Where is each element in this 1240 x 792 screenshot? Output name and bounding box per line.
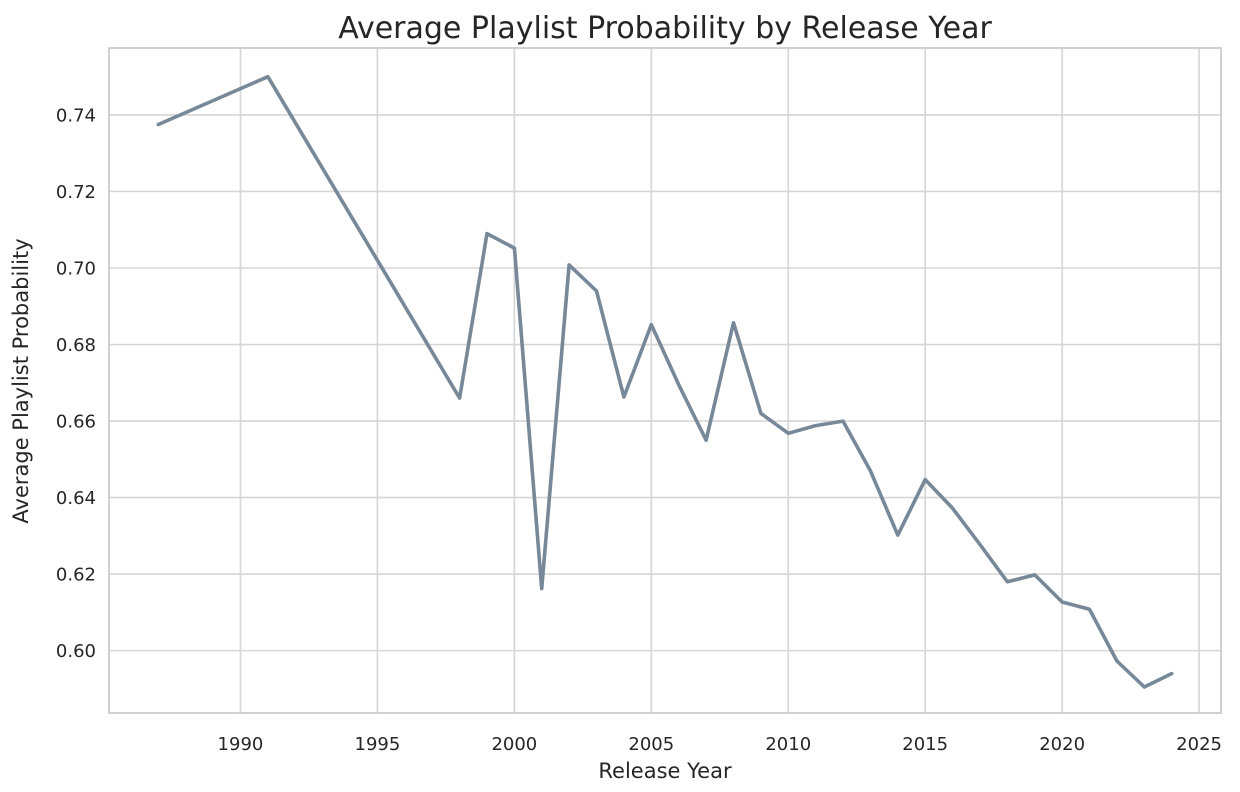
y-tick-labels: 0.60 0.62 0.64 0.66 0.68 0.70 0.72 0.74	[56, 105, 96, 662]
x-tick-label: 2015	[902, 734, 948, 755]
x-axis-label: Release Year	[598, 759, 732, 783]
x-tick-label: 2000	[491, 734, 537, 755]
y-tick-label: 0.66	[56, 412, 96, 433]
x-tick-label: 1990	[218, 734, 264, 755]
plot-frame	[108, 47, 1222, 714]
chart-title: Average Playlist Probability by Release …	[338, 11, 992, 46]
y-tick-label: 0.62	[56, 565, 96, 586]
y-tick-label: 0.72	[56, 182, 96, 203]
x-tick-label: 1995	[355, 734, 401, 755]
x-tick-label: 2020	[1039, 734, 1085, 755]
y-tick-label: 0.60	[56, 641, 96, 662]
grid	[109, 48, 1221, 713]
x-tick-label: 2005	[628, 734, 674, 755]
x-tick-labels: 1990 1995 2000 2005 2010 2015 2020 2025	[218, 734, 1222, 755]
series-layer	[156, 74, 1174, 689]
y-tick-label: 0.74	[56, 105, 96, 126]
y-tick-label: 0.70	[56, 259, 96, 280]
y-axis-label: Average Playlist Probability	[9, 238, 33, 523]
x-tick-label: 2025	[1176, 734, 1222, 755]
y-tick-label: 0.64	[56, 488, 96, 509]
y-tick-label: 0.68	[56, 335, 96, 356]
series-line	[156, 74, 1174, 689]
x-tick-label: 2010	[765, 734, 811, 755]
